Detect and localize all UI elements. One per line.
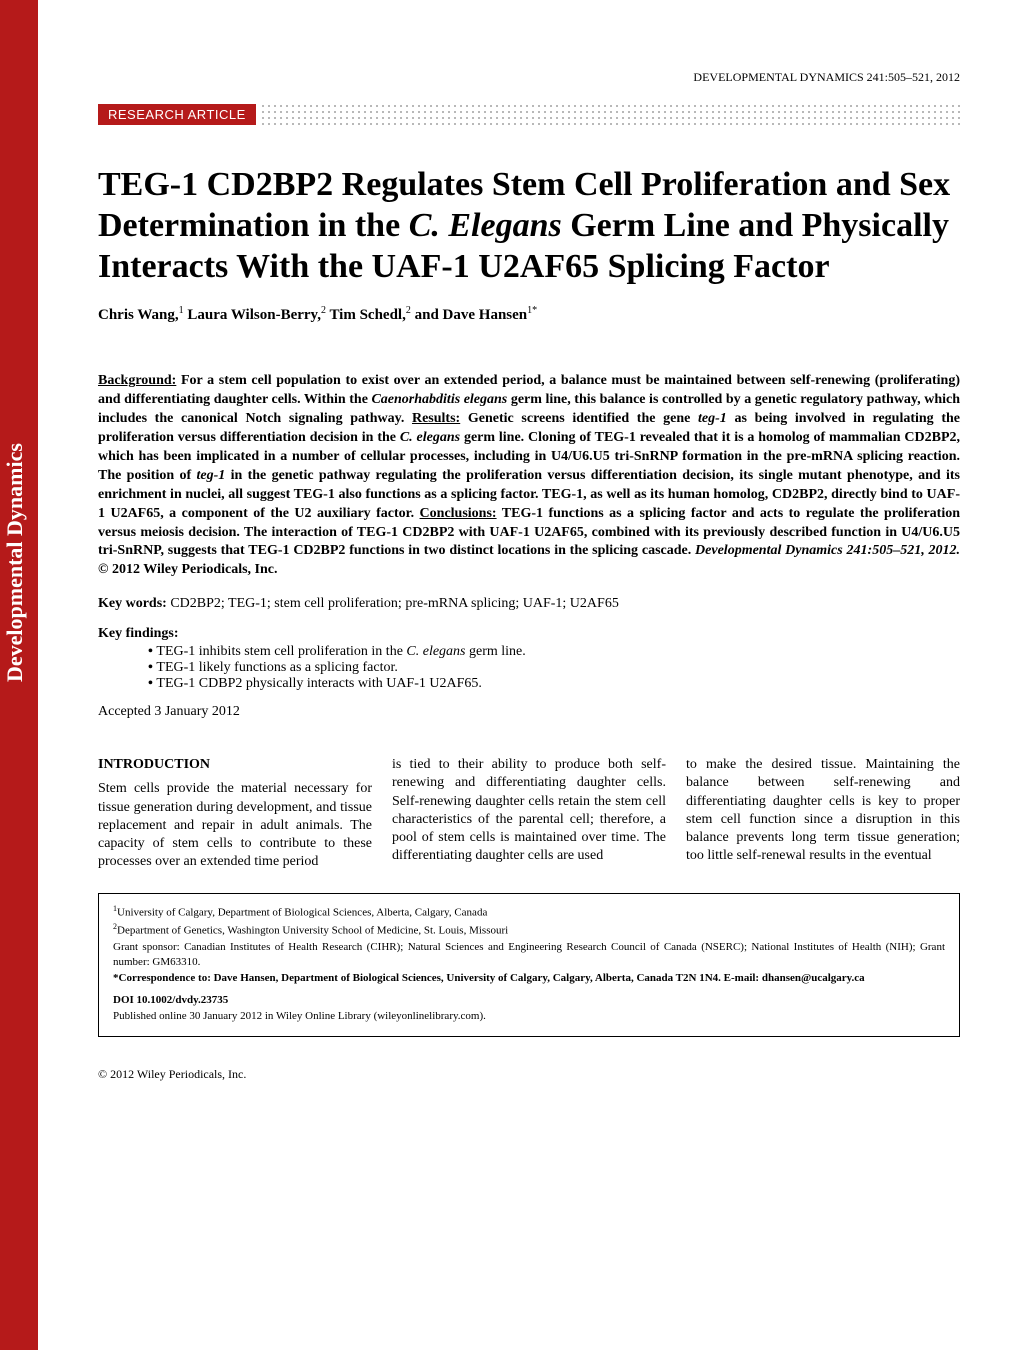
- intro-col1-text: Stem cells provide the material necessar…: [98, 781, 372, 869]
- keywords: Key words: CD2BP2; TEG-1; stem cell prol…: [98, 596, 960, 612]
- intro-heading: INTRODUCTION: [98, 756, 372, 774]
- intro-col-3: to make the desired tissue. Maintaining …: [686, 756, 960, 871]
- abstract-journal: Developmental Dynamics 241:505–521, 2012…: [695, 543, 960, 558]
- intro-col-2: is tied to their ability to produce both…: [392, 756, 666, 871]
- aff1-text: University of Calgary, Department of Bio…: [117, 907, 487, 919]
- kf-post: germ line.: [466, 644, 526, 659]
- page-copyright: © 2012 Wiley Periodicals, Inc.: [98, 1067, 960, 1082]
- key-finding-item: TEG-1 likely functions as a splicing fac…: [148, 660, 960, 676]
- accepted-date: Accepted 3 January 2012: [98, 704, 960, 720]
- intro-col2-text: is tied to their ability to produce both…: [392, 757, 666, 863]
- keywords-label: Key words:: [98, 596, 167, 611]
- keywords-text: CD2BP2; TEG-1; stem cell proliferation; …: [167, 596, 619, 611]
- grant-info: Grant sponsor: Canadian Institutes of He…: [113, 940, 945, 969]
- author-2: Laura Wilson-Berry,: [184, 307, 321, 323]
- abstract-res-gene2: teg-1: [196, 468, 225, 483]
- published-online: Published online 30 January 2012 in Wile…: [113, 1009, 945, 1023]
- journal-sidebar-label: Developmental Dynamics: [0, 425, 34, 700]
- title-species: C. Elegans: [409, 207, 562, 244]
- page-content: DEVELOPMENTAL DYNAMICS 241:505–521, 2012…: [38, 0, 1020, 1112]
- author-3: Tim Schedl,: [326, 307, 406, 323]
- key-findings-list: TEG-1 inhibits stem cell proliferation i…: [98, 644, 960, 692]
- intro-col-1: INTRODUCTION Stem cells provide the mate…: [98, 756, 372, 871]
- kf-pre: TEG-1 inhibits stem cell proliferation i…: [156, 644, 406, 659]
- correspondence: *Correspondence to: Dave Hansen, Departm…: [113, 971, 945, 985]
- abstract-res-gene: teg-1: [698, 411, 727, 426]
- kf-pre: TEG-1 CDBP2 physically interacts with UA…: [156, 676, 481, 691]
- article-title: TEG-1 CD2BP2 Regulates Stem Cell Prolife…: [98, 165, 960, 287]
- kf-italic: C. elegans: [406, 644, 465, 659]
- author-4-aff: 1*: [527, 305, 537, 316]
- key-findings: Key findings: TEG-1 inhibits stem cell p…: [98, 626, 960, 692]
- intro-columns: INTRODUCTION Stem cells provide the mate…: [98, 756, 960, 871]
- dots-pattern: [260, 103, 960, 125]
- key-finding-item: TEG-1 inhibits stem cell proliferation i…: [148, 644, 960, 660]
- abstract-res-text1: Genetic screens identified the gene: [460, 411, 698, 426]
- article-type-bar: RESEARCH ARTICLE: [98, 103, 960, 125]
- affiliation-1: 1University of Calgary, Department of Bi…: [113, 904, 945, 920]
- abstract: Background: For a stem cell population t…: [98, 372, 960, 580]
- kf-pre: TEG-1 likely functions as a splicing fac…: [156, 660, 397, 675]
- authors: Chris Wang,1 Laura Wilson-Berry,2 Tim Sc…: [98, 305, 960, 324]
- doi: DOI 10.1002/dvdy.23735: [113, 993, 945, 1007]
- abstract-res-species: C. elegans: [400, 430, 460, 445]
- abstract-bg-species: Caenorhabditis elegans: [371, 392, 507, 407]
- key-finding-item: TEG-1 CDBP2 physically interacts with UA…: [148, 676, 960, 692]
- author-1: Chris Wang,: [98, 307, 179, 323]
- abstract-con-label: Conclusions:: [420, 506, 497, 521]
- abstract-copyright: © 2012 Wiley Periodicals, Inc.: [98, 562, 278, 577]
- article-type-label: RESEARCH ARTICLE: [98, 104, 256, 125]
- intro-col3-text: to make the desired tissue. Maintaining …: [686, 757, 960, 863]
- footer-box: 1University of Calgary, Department of Bi…: [98, 893, 960, 1036]
- header-citation: DEVELOPMENTAL DYNAMICS 241:505–521, 2012: [98, 70, 960, 85]
- key-findings-label: Key findings:: [98, 626, 960, 642]
- abstract-res-label: Results:: [412, 411, 460, 426]
- aff2-text: Department of Genetics, Washington Unive…: [117, 925, 508, 937]
- author-4: and Dave Hansen: [411, 307, 527, 323]
- abstract-bg-label: Background:: [98, 373, 176, 388]
- affiliation-2: 2Department of Genetics, Washington Univ…: [113, 922, 945, 938]
